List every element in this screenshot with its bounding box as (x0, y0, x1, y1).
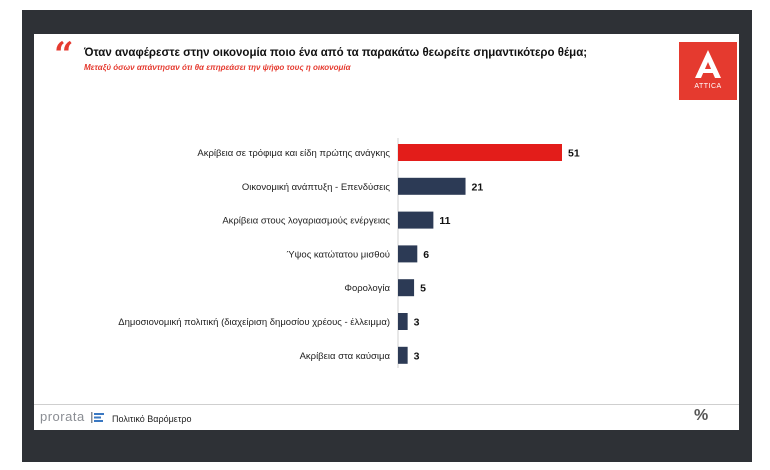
data-label: 21 (472, 181, 484, 193)
quote-icon: “ (54, 35, 74, 75)
prorata-logo: prorata (40, 409, 85, 424)
category-label: Φορολογία (344, 283, 390, 294)
bar (398, 313, 408, 330)
attica-logo-text: ATTICA (694, 83, 722, 90)
bar (398, 177, 466, 195)
category-label: Οικονομική ανάπτυξη - Επενδύσεις (242, 182, 390, 193)
bar (398, 279, 415, 297)
data-label: 11 (439, 215, 450, 227)
category-label: Δημοσιονομική πολιτική (διαχείριση δημοσ… (118, 317, 390, 328)
bar (398, 346, 408, 364)
bar (398, 211, 434, 229)
data-label: 3 (414, 317, 420, 329)
chart-subtitle: Μεταξύ όσων απάντησαν ότι θα επηρεάσει τ… (84, 63, 351, 72)
attica-logo: ATTICA (679, 42, 737, 100)
category-label: Ακρίβεια στα καύσιμα (300, 351, 391, 362)
data-label: 6 (423, 249, 429, 261)
slide: “ Όταν αναφέρεστε στην οικονομία ποιο έν… (34, 34, 739, 404)
footer: prorata Πολιτικό Βαρόμετρο % (34, 404, 739, 430)
prorata-bars-icon (91, 412, 104, 423)
data-label: 5 (420, 283, 426, 295)
attica-logo-mark-icon (695, 50, 721, 78)
percent-icon: % (694, 407, 709, 424)
category-label: Ύψος κατώτατου μισθού (287, 249, 390, 260)
data-label: 3 (414, 350, 420, 362)
bar (398, 245, 418, 263)
chart-title: Όταν αναφέρεστε στην οικονομία ποιο ένα … (84, 47, 588, 59)
data-label: 51 (568, 148, 580, 160)
bar (398, 144, 562, 161)
category-label: Ακρίβεια στους λογαριασμούς ενέργειας (222, 216, 390, 227)
category-label: Ακρίβεια σε τρόφιμα και είδη πρώτης ανάγ… (197, 148, 390, 159)
footer-divider (34, 404, 739, 405)
bar-chart: Ακρίβεια σε τρόφιμα και είδη πρώτης ανάγ… (118, 138, 580, 368)
barometer-label: Πολιτικό Βαρόμετρο (112, 414, 192, 424)
